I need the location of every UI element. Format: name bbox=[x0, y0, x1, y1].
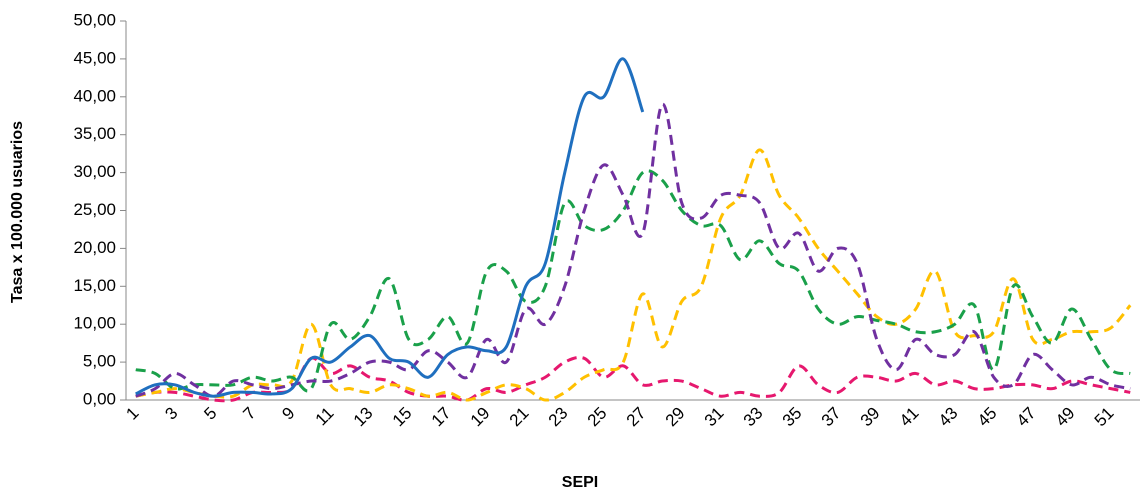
y-tick-label: 0,00 bbox=[83, 389, 116, 408]
y-tick-label: 20,00 bbox=[73, 238, 116, 257]
x-tick-label: 15 bbox=[389, 403, 416, 430]
x-tick-label: 43 bbox=[935, 403, 962, 430]
x-tick-label: 23 bbox=[545, 403, 572, 430]
series-line bbox=[135, 102, 1131, 398]
x-tick-label: 17 bbox=[428, 403, 455, 430]
x-tick-label: 7 bbox=[239, 403, 259, 423]
x-tick-label: 47 bbox=[1013, 403, 1040, 430]
x-tick-label: 5 bbox=[200, 403, 220, 423]
x-tick-label: 27 bbox=[623, 403, 650, 430]
x-tick-label: 39 bbox=[857, 403, 884, 430]
series-line bbox=[135, 355, 1131, 403]
x-tick-label: 41 bbox=[896, 403, 923, 430]
series-line bbox=[135, 57, 645, 398]
series-line bbox=[135, 148, 1132, 402]
y-tick-label: 45,00 bbox=[73, 48, 116, 67]
y-tick-label: 40,00 bbox=[73, 86, 116, 105]
x-axis-title: SEPI bbox=[562, 474, 598, 491]
x-tick-label: 33 bbox=[740, 403, 767, 430]
y-tick-label: 30,00 bbox=[73, 162, 116, 181]
x-tick-label: 51 bbox=[1091, 403, 1118, 430]
y-tick-label: 5,00 bbox=[83, 352, 116, 371]
x-tick-label: 49 bbox=[1052, 403, 1079, 430]
series-line bbox=[135, 169, 1131, 393]
y-tick-label: 10,00 bbox=[73, 314, 116, 333]
x-tick-label: 9 bbox=[278, 403, 298, 423]
x-tick-label: 25 bbox=[584, 403, 611, 430]
x-tick-label: 21 bbox=[506, 403, 533, 430]
x-tick-label: 37 bbox=[818, 403, 845, 430]
x-tick-label: 29 bbox=[662, 403, 689, 430]
x-tick-label: 11 bbox=[312, 403, 338, 429]
y-tick-label: 25,00 bbox=[73, 200, 116, 219]
y-tick-label: 35,00 bbox=[73, 124, 116, 143]
y-tick-label: 50,00 bbox=[73, 10, 116, 29]
x-tick-label: 1 bbox=[122, 403, 142, 423]
x-tick-label: 31 bbox=[701, 403, 728, 430]
x-tick-label: 3 bbox=[161, 403, 181, 423]
x-tick-label: 45 bbox=[974, 403, 1001, 430]
x-tick-label: 19 bbox=[467, 403, 494, 430]
x-tick-label: 13 bbox=[350, 403, 377, 430]
y-axis-title: Tasa x 100.000 usuarios bbox=[9, 121, 26, 303]
y-tick-label: 15,00 bbox=[73, 276, 116, 295]
x-tick-label: 35 bbox=[779, 403, 806, 430]
